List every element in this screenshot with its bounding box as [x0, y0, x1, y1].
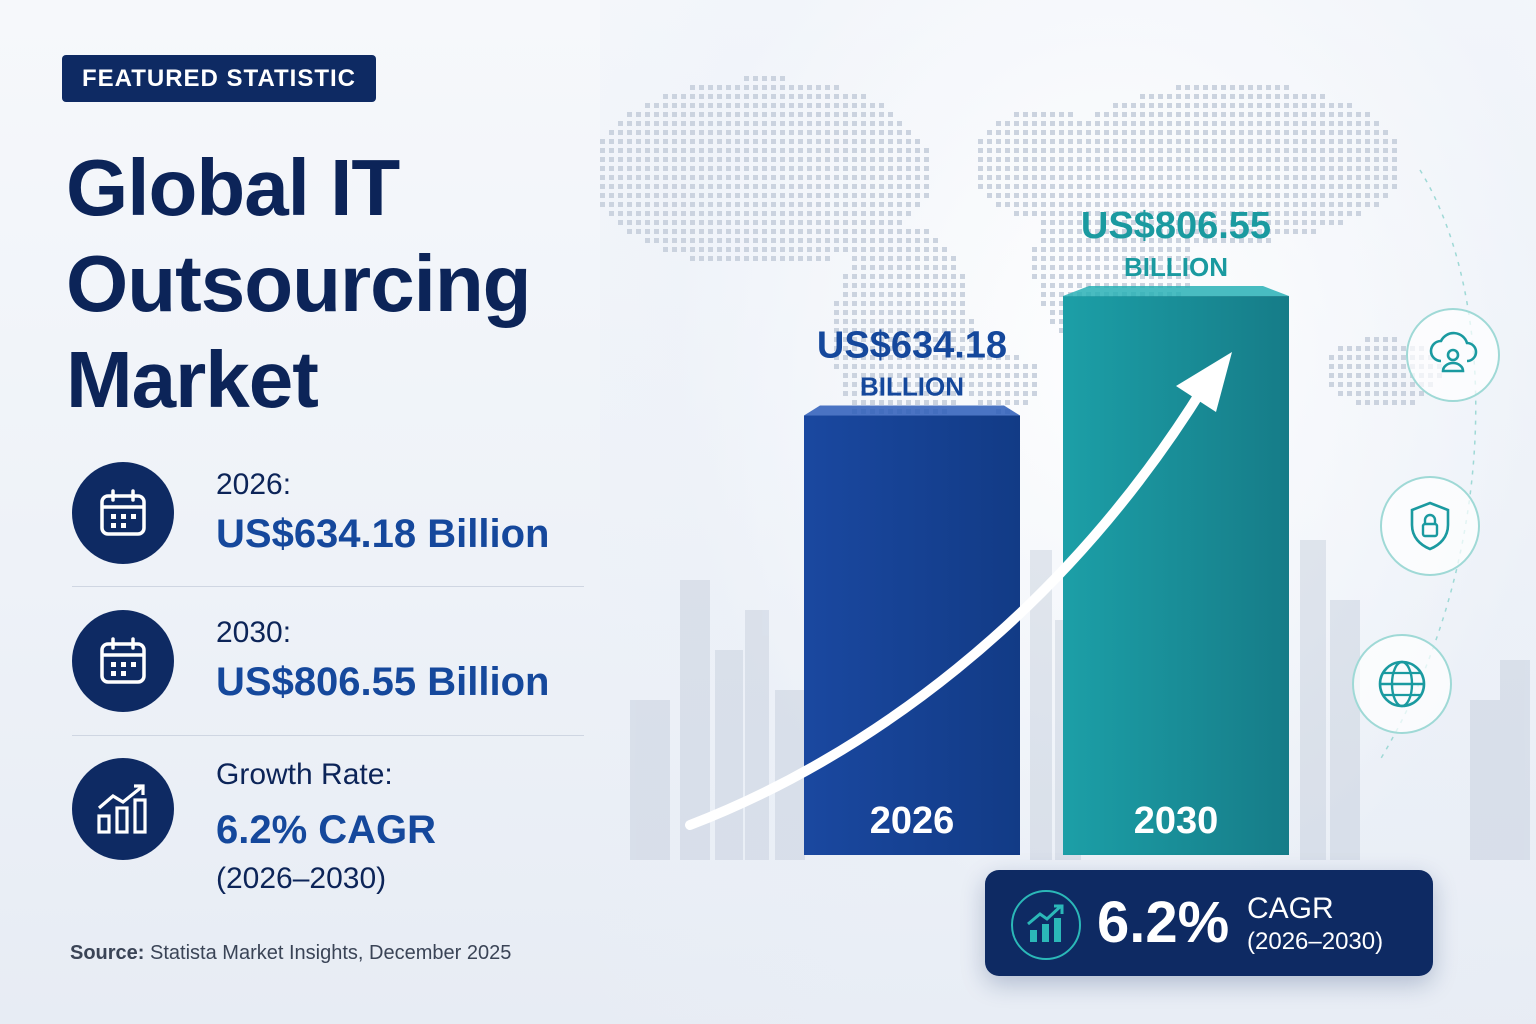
shield-lock-icon	[1380, 476, 1480, 576]
stat-value: 6.2% CAGR	[216, 808, 437, 852]
cagr-value: 6.2%	[1097, 890, 1230, 955]
divider	[72, 586, 584, 587]
featured-badge: FEATURED STATISTIC	[62, 55, 376, 102]
globe-icon	[1352, 634, 1452, 734]
stat-2026: 2026: US$634.18 Billion	[72, 462, 584, 572]
page-title: Global IT Outsourcing Market	[66, 143, 532, 424]
source-note: Source: Statista Market Insights, Decemb…	[70, 942, 511, 965]
growth-chart-icon	[72, 758, 174, 860]
cagr-label: CAGR	[1247, 892, 1334, 925]
stat-growth-rate: Growth Rate: 6.2% CAGR (2026–2030)	[72, 758, 584, 908]
stat-2030: 2030: US$806.55 Billion	[72, 610, 584, 720]
category-label: 2030	[1134, 800, 1219, 842]
source-text: Statista Market Insights, December 2025	[150, 942, 512, 964]
bar-2026	[804, 405, 1020, 855]
stat-label: 2030:	[216, 616, 292, 649]
data-label-unit: BILLION	[860, 372, 964, 402]
stat-value: US$806.55 Billion	[216, 660, 550, 704]
trend-arrow	[685, 380, 1210, 830]
stat-label: 2026:	[216, 468, 292, 501]
calendar-icon	[72, 462, 174, 564]
calendar-icon	[72, 610, 174, 712]
cloud-user-icon	[1406, 308, 1500, 402]
divider	[72, 735, 584, 736]
city-skyline	[630, 540, 1530, 860]
data-label: US$806.55	[1081, 205, 1271, 247]
growth-chart-icon	[1011, 890, 1081, 960]
data-label-unit: BILLION	[1124, 252, 1228, 282]
data-label: US$634.18	[817, 325, 1007, 367]
bar-2030	[1063, 286, 1289, 855]
category-label: 2026	[870, 800, 955, 842]
trend-arrow-head	[1176, 352, 1232, 412]
source-label: Source:	[70, 942, 145, 964]
stat-sub: (2026–2030)	[216, 862, 387, 895]
stat-label: Growth Rate:	[216, 758, 393, 791]
cagr-callout: 6.2% CAGR (2026–2030)	[985, 870, 1433, 976]
cagr-range: (2026–2030)	[1247, 928, 1384, 955]
stat-value: US$634.18 Billion	[216, 512, 550, 556]
